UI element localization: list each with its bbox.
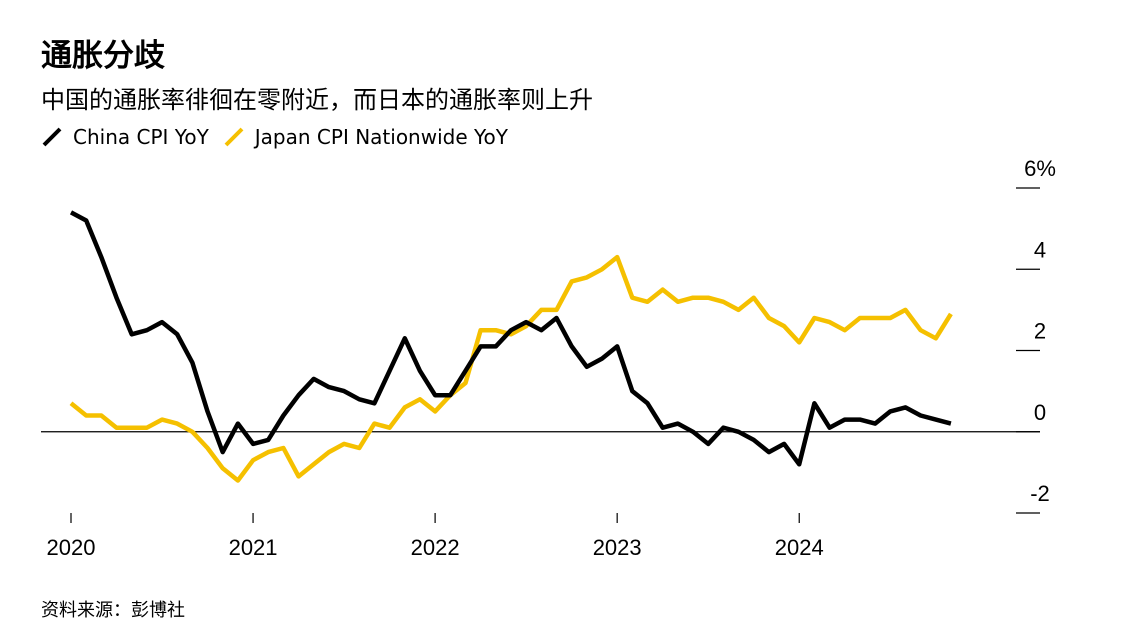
chart-legend: China CPI YoY Japan CPI Nationwide YoY (41, 123, 522, 151)
x-tick-label: 2024 (775, 535, 824, 560)
x-tick-label: 2023 (593, 535, 642, 560)
series-line-japan-cpi (69, 254, 953, 483)
chart-subtitle: 中国的通胀率徘徊在零附近，而日本的通胀率则上升 (41, 86, 593, 114)
y-tick-label: 4 (1034, 237, 1046, 262)
legend-swatch-japan-icon (224, 127, 244, 147)
y-tick-label: 6% (1024, 156, 1056, 181)
legend-item-china: China CPI YoY (41, 125, 209, 149)
y-tick-label: -2 (1030, 481, 1050, 506)
series-line-china-cpi (69, 210, 952, 467)
y-tick-label: 2 (1034, 319, 1046, 344)
x-tick-label: 2020 (47, 535, 96, 560)
legend-label-japan: Japan CPI Nationwide YoY (254, 125, 509, 149)
legend-label-china: China CPI YoY (73, 125, 209, 149)
y-tick-label: 0 (1034, 400, 1046, 425)
legend-item-japan: Japan CPI Nationwide YoY (223, 125, 508, 149)
chart-title: 通胀分歧 (41, 38, 165, 74)
legend-swatch-china-icon (42, 127, 62, 147)
source-note: 资料来源：彭博社 (41, 600, 185, 621)
x-tick-label: 2021 (229, 535, 278, 560)
x-tick-label: 2022 (411, 535, 460, 560)
